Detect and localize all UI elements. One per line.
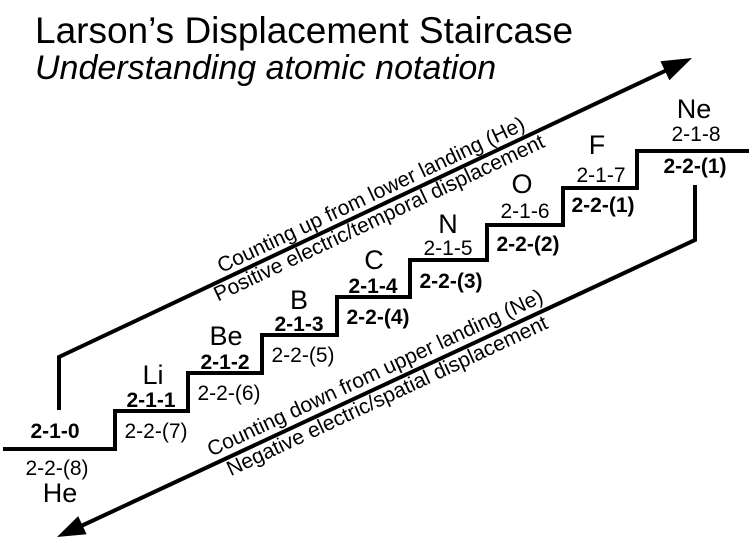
- upper-notation: 2-1-1: [126, 389, 175, 412]
- upper-notation: 2-1-2: [200, 351, 249, 374]
- element-symbol: C: [364, 245, 384, 275]
- upper-notation: 2-1-0: [30, 420, 79, 443]
- upper-notation: 2-1-5: [423, 237, 472, 260]
- page-title: Larson’s Displacement Staircase: [35, 10, 573, 51]
- lower-notation: 2-2-(6): [197, 382, 260, 405]
- step-he: 2-1-0 2-2-(8) He: [25, 420, 88, 508]
- element-symbol: Li: [142, 360, 163, 390]
- lower-notation: 2-2-(5): [271, 344, 334, 367]
- upper-notation: 2-1-4: [348, 275, 397, 298]
- lower-notation: 2-2-(7): [124, 420, 187, 443]
- up-arrow: Counting up from lower landing (He) Posi…: [57, 58, 692, 410]
- down-arrow-line: [78, 185, 697, 529]
- step-f: F 2-1-7 2-2-(1): [571, 130, 634, 217]
- lower-notation: 2-2-(4): [346, 306, 409, 329]
- step-be: Be 2-1-2 2-2-(6): [197, 321, 260, 405]
- step-li: Li 2-1-1 2-2-(7): [124, 360, 187, 443]
- upper-notation: 2-1-8: [671, 123, 720, 146]
- step-n: N 2-1-5 2-2-(3): [419, 209, 482, 293]
- lower-notation: 2-2-(1): [663, 155, 726, 178]
- lower-notation: 2-2-(1): [571, 194, 634, 217]
- page-subtitle: Understanding atomic notation: [35, 49, 496, 87]
- step-c: C 2-1-4 2-2-(4): [346, 245, 409, 329]
- up-arrow-head-icon: [660, 58, 692, 81]
- upper-notation: 2-1-3: [274, 313, 323, 336]
- step-o: O 2-1-6 2-2-(2): [496, 169, 559, 256]
- element-symbol: F: [589, 130, 606, 160]
- step-b: B 2-1-3 2-2-(5): [271, 285, 334, 367]
- up-arrow-line: [57, 68, 668, 410]
- lower-notation: 2-2-(8): [25, 457, 88, 480]
- upper-notation: 2-1-7: [576, 164, 625, 187]
- element-symbol: O: [511, 169, 532, 199]
- lower-notation: 2-2-(3): [419, 270, 482, 293]
- step-ne: Ne 2-1-8 2-2-(1): [663, 94, 726, 178]
- upper-notation: 2-1-6: [500, 200, 549, 223]
- element-symbol: Ne: [677, 94, 712, 124]
- staircase-outline: [3, 149, 749, 451]
- down-arrow-head-icon: [57, 516, 87, 537]
- lower-notation: 2-2-(2): [496, 233, 559, 256]
- element-symbol: B: [290, 285, 308, 315]
- element-symbol: He: [43, 478, 78, 508]
- element-symbol: N: [438, 209, 458, 239]
- element-symbol: Be: [209, 321, 242, 351]
